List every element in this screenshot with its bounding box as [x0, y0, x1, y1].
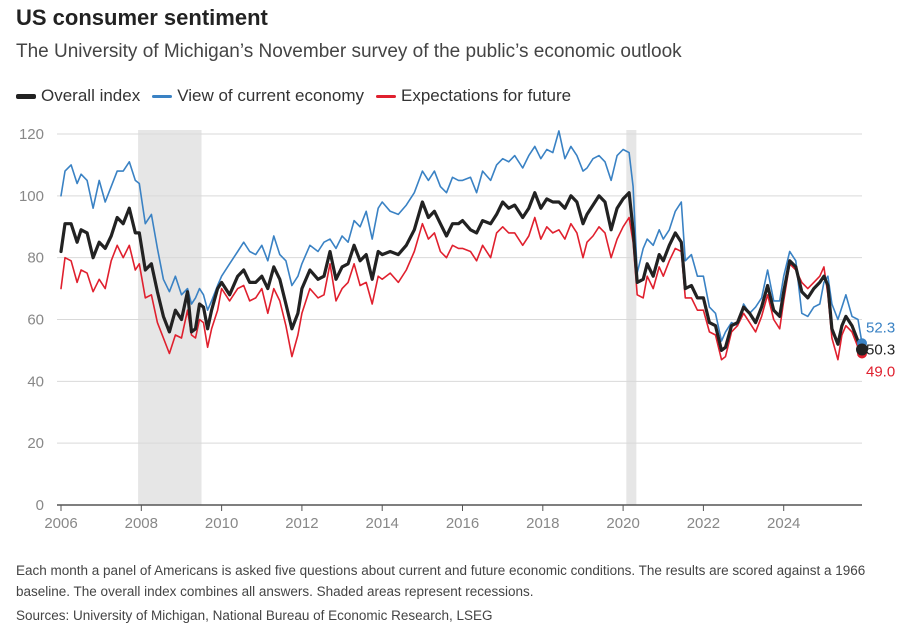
legend-swatch-overall	[16, 93, 36, 99]
recession-band-1	[626, 130, 637, 505]
x-tick-label-2006: 2006	[44, 515, 77, 532]
x-tick-label-2008: 2008	[125, 515, 158, 532]
source-note: Sources: University of Michigan, Nationa…	[16, 608, 493, 623]
chart-subtitle: The University of Michigan’s November su…	[16, 41, 682, 62]
y-tick-label-40: 40	[27, 373, 44, 390]
y-tick-label-0: 0	[36, 497, 44, 514]
legend-label-current: View of current economy	[177, 86, 364, 105]
end-label-current: 52.3	[866, 319, 895, 336]
legend-swatch-expectations	[376, 94, 396, 98]
series-line-overall	[59, 191, 864, 352]
y-tick-label-80: 80	[27, 250, 44, 267]
legend-item-overall: Overall index	[16, 86, 140, 106]
x-tick-label-2020: 2020	[606, 515, 639, 532]
legend-label-expectations: Expectations for future	[401, 86, 572, 105]
recession-band-0	[138, 130, 202, 505]
y-tick-label-20: 20	[27, 435, 44, 452]
y-tick-label-120: 120	[19, 126, 44, 143]
end-label-overall: 50.3	[866, 341, 895, 358]
legend: Overall index View of current economy Ex…	[16, 86, 583, 106]
x-tick-label-2018: 2018	[526, 515, 559, 532]
legend-item-expectations: Expectations for future	[376, 86, 571, 106]
legend-label-overall: Overall index	[41, 86, 141, 105]
x-tick-label-2010: 2010	[205, 515, 238, 532]
y-tick-label-100: 100	[19, 188, 44, 205]
legend-swatch-current	[152, 94, 173, 98]
x-tick-label-2012: 2012	[285, 515, 318, 532]
line-chart: 0 20 40 60 80 100 120 2006 2008 2010 2012 2014 2016 2…	[19, 126, 895, 532]
end-dot-overall	[856, 343, 868, 356]
chart-title: US consumer sentiment	[16, 5, 268, 30]
x-tick-label-2016: 2016	[446, 515, 479, 532]
footnote: Each month a panel of Americans is asked…	[16, 563, 866, 599]
x-tick-label-2022: 2022	[687, 515, 720, 532]
end-label-expectations: 49.0	[866, 364, 895, 381]
legend-item-current: View of current economy	[152, 86, 364, 106]
y-tick-label-60: 60	[27, 312, 44, 329]
x-tick-label-2024: 2024	[767, 515, 800, 532]
series-line-expectations	[60, 216, 863, 361]
x-tick-label-2014: 2014	[366, 515, 399, 532]
